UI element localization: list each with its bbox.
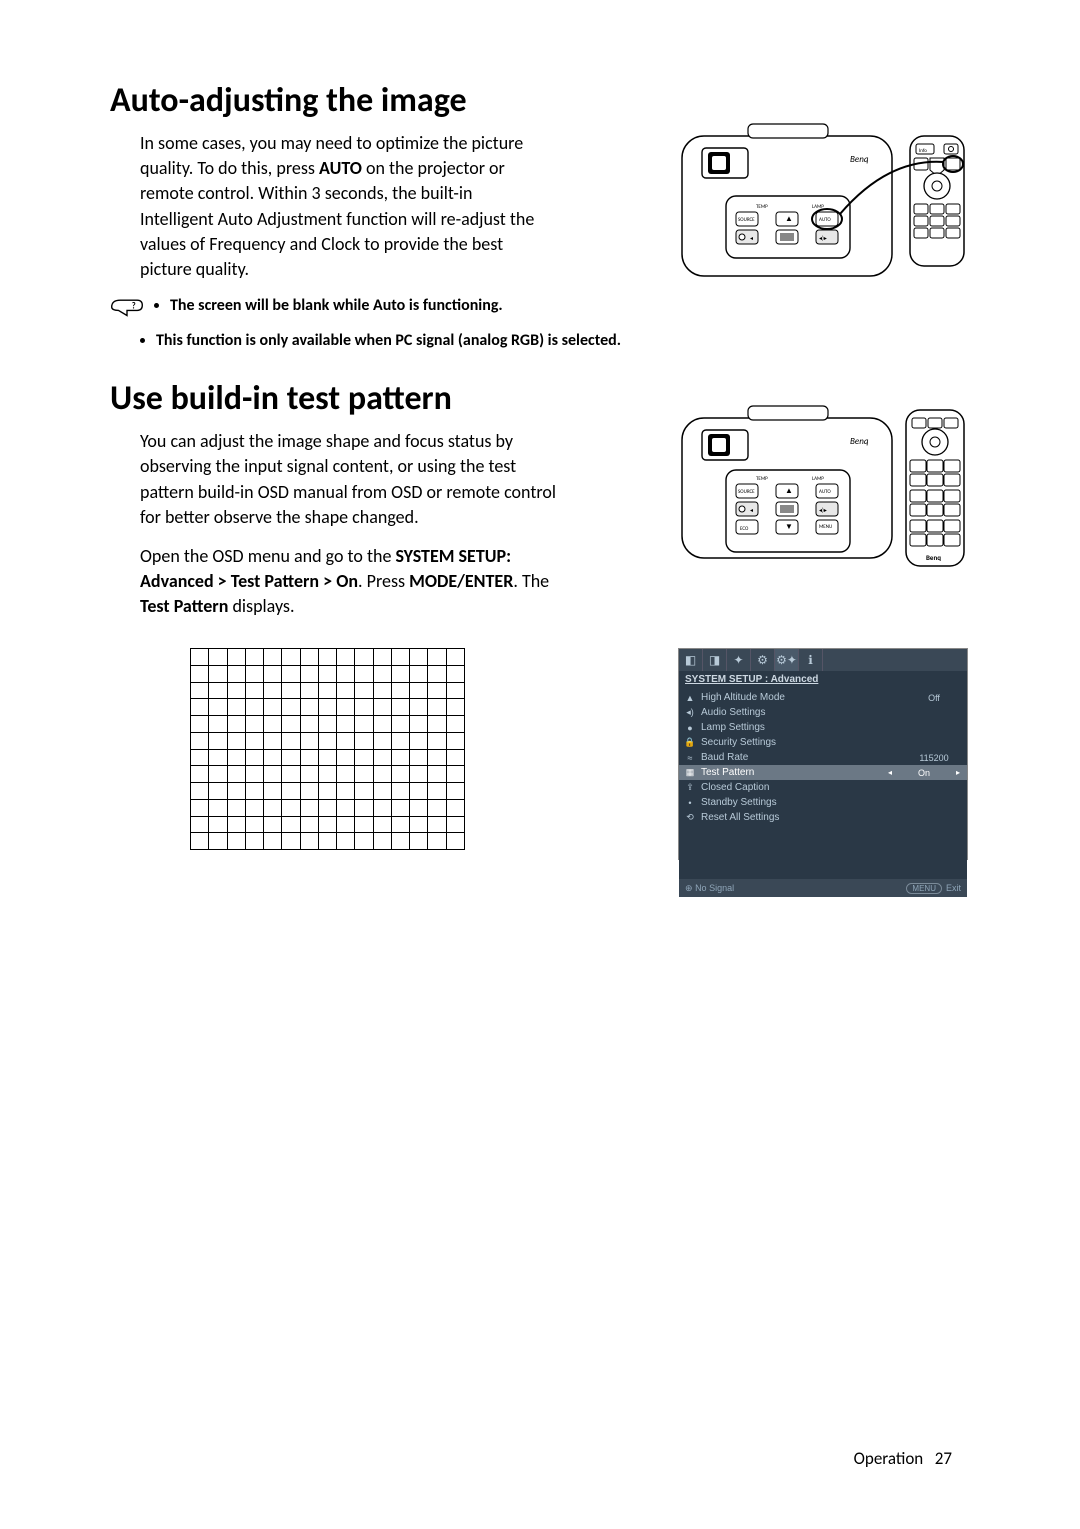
note-bullet-1: The screen will be blank while Auto is f…	[170, 296, 503, 315]
osd-row-closed-caption[interactable]: ⇪Closed Caption	[679, 780, 967, 795]
projector-diagram-auto: Benq TEMPLAMP ▲ SOURCEAUTO ◂ ◂)▸ Info	[678, 118, 968, 288]
osd-row-icon: ▦	[683, 767, 697, 778]
note-bullet-2: This function is only available when PC …	[156, 331, 970, 350]
svg-text:Info: Info	[919, 148, 927, 154]
osd-row-label: Standby Settings	[697, 797, 905, 808]
test-pattern-paragraph-2: Open the OSD menu and go to the SYSTEM S…	[140, 544, 570, 620]
osd-menu-title: SYSTEM SETUP : Advanced	[679, 671, 967, 688]
text: Open the OSD menu and go to the	[140, 545, 395, 567]
osd-row-baud-rate[interactable]: ≈Baud Rate115200	[679, 750, 967, 765]
osd-tab-bar: ◧ ◨ ✦ ⚙ ⚙✦ ℹ	[679, 649, 967, 671]
svg-text:SOURCE: SOURCE	[738, 217, 755, 223]
svg-text:◂: ◂	[750, 506, 753, 514]
osd-row-audio-settings[interactable]: ◂)Audio Settings	[679, 705, 967, 720]
osd-row-label: Audio Settings	[697, 707, 905, 718]
osd-row-value: Off	[905, 693, 963, 703]
svg-text:◂)▸: ◂)▸	[819, 234, 827, 242]
osd-arrow-right-icon[interactable]: ▸	[953, 768, 963, 777]
osd-exit-label: Exit	[946, 883, 961, 893]
osd-row-standby-settings[interactable]: •Standby Settings	[679, 795, 967, 810]
osd-row-high-altitude-mode[interactable]: ▲High Altitude ModeOff	[679, 690, 967, 705]
heading-auto-adjust: Auto-adjusting the image	[110, 80, 970, 121]
osd-arrow-left-icon[interactable]: ◂	[885, 768, 895, 777]
svg-text:AUTO: AUTO	[819, 489, 831, 495]
projector-diagram-test-pattern: Benq TEMPLAMP SOURCE ▲ AUTO ◂ ◂)▸ ECO ▼ …	[678, 400, 968, 570]
note-pointer-icon: ?	[110, 296, 144, 323]
svg-text:?: ?	[132, 302, 136, 312]
text: . Press	[358, 570, 409, 592]
svg-text:TEMP: TEMP	[756, 204, 768, 210]
osd-menu-body: ▲High Altitude ModeOff◂)Audio Settings●L…	[679, 688, 967, 827]
svg-text:◂: ◂	[750, 234, 753, 242]
auto-keyword: AUTO	[319, 157, 362, 179]
osd-row-label: Reset All Settings	[697, 812, 905, 823]
svg-text:Benq: Benq	[926, 553, 941, 562]
footer-page-number: 27	[935, 1448, 952, 1469]
svg-text:▲: ▲	[785, 214, 793, 224]
text: displays.	[228, 595, 294, 617]
osd-tab-4[interactable]: ⚙	[751, 649, 775, 671]
osd-row-value: On	[895, 768, 953, 778]
svg-text:Benq: Benq	[850, 154, 869, 165]
svg-text:▲: ▲	[785, 486, 793, 496]
osd-row-label: Baud Rate	[697, 752, 905, 763]
osd-row-icon: ▲	[683, 693, 697, 703]
osd-row-label: Test Pattern	[697, 767, 885, 778]
osd-signal-status: No Signal	[695, 883, 734, 893]
osd-row-test-pattern[interactable]: ▦Test Pattern◂On▸	[679, 765, 967, 780]
osd-row-icon: ●	[683, 723, 697, 733]
test-pattern-paragraph-1: You can adjust the image shape and focus…	[140, 429, 570, 530]
osd-row-value: 115200	[905, 753, 963, 763]
svg-text:ECO: ECO	[740, 526, 749, 532]
svg-text:AUTO: AUTO	[819, 217, 831, 223]
test-pattern-grid	[190, 648, 465, 850]
svg-text:TEMP: TEMP	[756, 476, 768, 482]
note-block: ? The screen will be blank while Auto is…	[110, 296, 970, 323]
osd-menu-screenshot: ◧ ◨ ✦ ⚙ ⚙✦ ℹ SYSTEM SETUP : Advanced ▲Hi…	[678, 648, 968, 860]
text: . The	[513, 570, 549, 592]
osd-tab-1[interactable]: ◧	[679, 649, 703, 671]
osd-row-icon: •	[683, 798, 697, 808]
osd-row-lamp-settings[interactable]: ●Lamp Settings	[679, 720, 967, 735]
svg-text:◂)▸: ◂)▸	[819, 506, 827, 514]
osd-footer: ⊕ No Signal MENU Exit	[679, 879, 967, 897]
osd-signal-icon: ⊕	[685, 883, 693, 894]
osd-row-security-settings[interactable]: 🔒Security Settings	[679, 735, 967, 750]
page-footer: Operation 27	[854, 1448, 952, 1469]
osd-row-label: Closed Caption	[697, 782, 905, 793]
svg-text:SOURCE: SOURCE	[738, 489, 755, 495]
osd-row-icon: ≈	[683, 753, 697, 763]
svg-text:LAMP: LAMP	[812, 476, 824, 482]
svg-text:Benq: Benq	[850, 436, 869, 447]
osd-row-label: High Altitude Mode	[697, 692, 905, 703]
osd-menu-button[interactable]: MENU	[906, 883, 942, 894]
osd-row-label: Lamp Settings	[697, 722, 905, 733]
osd-row-icon: ⇪	[683, 782, 697, 793]
svg-text:MENU: MENU	[819, 524, 832, 530]
osd-tab-2[interactable]: ◨	[703, 649, 727, 671]
test-pattern-keyword: Test Pattern	[140, 595, 228, 617]
osd-row-icon: 🔒	[683, 737, 697, 748]
auto-adjust-paragraph: In some cases, you may need to optimize …	[140, 131, 550, 282]
osd-tab-6[interactable]: ℹ	[799, 649, 823, 671]
osd-row-label: Security Settings	[697, 737, 905, 748]
osd-row-icon: ◂)	[683, 707, 697, 718]
osd-row-reset-all-settings[interactable]: ⟲Reset All Settings	[679, 810, 967, 825]
mode-enter-keyword: MODE/ENTER	[409, 570, 513, 592]
osd-tab-3[interactable]: ✦	[727, 649, 751, 671]
osd-tab-5[interactable]: ⚙✦	[775, 649, 799, 671]
osd-row-icon: ⟲	[683, 812, 697, 823]
svg-text:▼: ▼	[785, 522, 793, 532]
footer-section-label: Operation	[854, 1448, 924, 1469]
